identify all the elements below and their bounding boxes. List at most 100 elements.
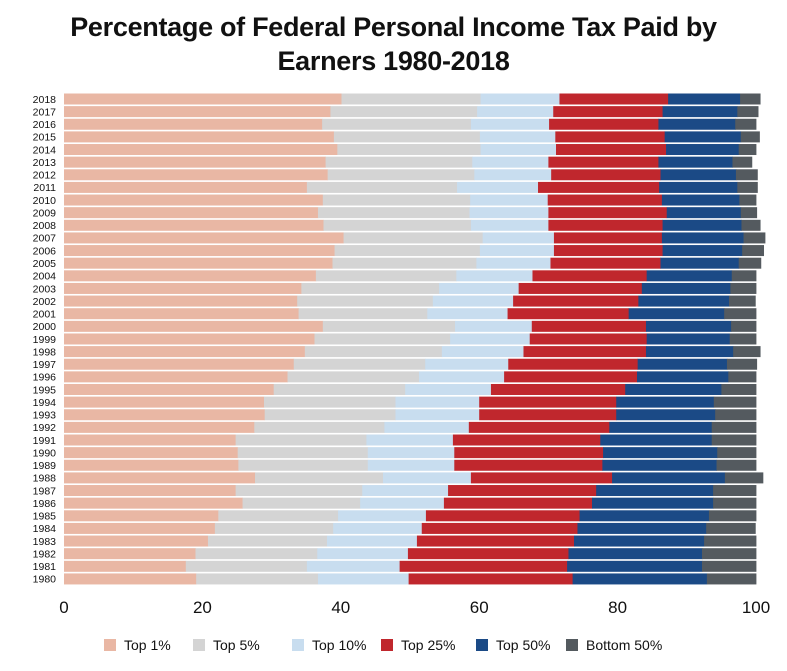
bar-1999-series-1 bbox=[314, 333, 451, 345]
year-label-1996: 1996 bbox=[33, 372, 57, 384]
bar-1995-series-4 bbox=[625, 383, 722, 395]
bar-1983-series-4 bbox=[574, 535, 705, 547]
year-label-2002: 2002 bbox=[33, 296, 57, 308]
bar-2010-series-4 bbox=[661, 194, 740, 206]
bar-2007-series-0 bbox=[64, 232, 344, 244]
bar-2016-series-1 bbox=[322, 118, 472, 130]
bar-1996-series-5 bbox=[728, 371, 757, 383]
year-label-2013: 2013 bbox=[33, 157, 57, 169]
year-label-2010: 2010 bbox=[33, 195, 57, 207]
year-label-2014: 2014 bbox=[33, 144, 57, 156]
year-label-1983: 1983 bbox=[33, 536, 57, 548]
bar-1998-series-4 bbox=[645, 346, 734, 358]
bar-2011-series-0 bbox=[64, 181, 308, 193]
bar-2002-series-4 bbox=[638, 295, 730, 307]
bar-1992-series-5 bbox=[711, 421, 757, 433]
bar-2003-series-3 bbox=[518, 282, 643, 294]
year-label-2004: 2004 bbox=[33, 271, 57, 283]
bar-2006-series-1 bbox=[334, 245, 481, 257]
bar-2008-series-0 bbox=[64, 219, 324, 231]
x-tick-60: 60 bbox=[470, 598, 489, 617]
bar-2002-series-1 bbox=[297, 295, 434, 307]
bar-1985-series-3 bbox=[425, 510, 580, 522]
legend-swatch-2 bbox=[292, 639, 304, 651]
bar-2009-series-4 bbox=[666, 207, 742, 219]
bar-2006-series-0 bbox=[64, 245, 335, 257]
bar-1991-series-2 bbox=[366, 434, 454, 446]
bar-1987-series-1 bbox=[235, 485, 363, 497]
bar-1998-series-5 bbox=[733, 346, 761, 358]
bar-1982-series-3 bbox=[407, 548, 569, 560]
year-label-1985: 1985 bbox=[33, 511, 57, 523]
bar-1980-series-2 bbox=[317, 573, 410, 585]
bar-2010-series-1 bbox=[322, 194, 471, 206]
year-label-2001: 2001 bbox=[33, 309, 57, 321]
legend-label-4: Top 50% bbox=[496, 637, 550, 653]
year-label-2015: 2015 bbox=[33, 132, 57, 144]
bar-2009-series-5 bbox=[740, 207, 758, 219]
bar-2012-series-5 bbox=[735, 169, 758, 181]
bar-1991-series-4 bbox=[600, 434, 713, 446]
legend-swatch-5 bbox=[566, 639, 578, 651]
legend: Top 1% Top 5% Top 10% Top 25% Top 50% Bottom … bbox=[104, 637, 662, 653]
bar-2011-series-2 bbox=[457, 181, 539, 193]
year-labels: 2018201720162015201420132012201120102009… bbox=[33, 94, 57, 586]
bar-2002-series-2 bbox=[432, 295, 514, 307]
legend-item-2: Top 10% bbox=[292, 637, 366, 653]
bar-1986-series-4 bbox=[592, 497, 714, 509]
bar-1981-series-2 bbox=[306, 560, 401, 572]
bar-1992-series-1 bbox=[254, 421, 385, 433]
bar-2013-series-1 bbox=[325, 156, 473, 168]
bar-1996-series-2 bbox=[419, 371, 505, 383]
year-label-1980: 1980 bbox=[33, 574, 57, 586]
x-tick-100: 100 bbox=[742, 598, 770, 617]
bar-2009-series-0 bbox=[64, 207, 319, 219]
year-label-1986: 1986 bbox=[33, 498, 57, 510]
bar-2002-series-5 bbox=[729, 295, 756, 307]
bar-1983-series-3 bbox=[416, 535, 575, 547]
legend-label-2: Top 10% bbox=[312, 637, 366, 653]
bar-2001-series-2 bbox=[427, 308, 508, 320]
bar-1990-series-3 bbox=[454, 447, 604, 459]
bar-1998-series-3 bbox=[523, 346, 647, 358]
bar-1997-series-5 bbox=[726, 358, 758, 370]
bar-2012-series-2 bbox=[474, 169, 552, 181]
bar-2010-series-2 bbox=[470, 194, 549, 206]
bar-1999-series-5 bbox=[729, 333, 757, 345]
bar-2017-series-0 bbox=[64, 106, 331, 118]
legend-label-1: Top 5% bbox=[213, 637, 260, 653]
bar-1989-series-3 bbox=[454, 459, 603, 471]
bar-2004-series-3 bbox=[532, 270, 648, 282]
bar-1998-series-1 bbox=[304, 346, 443, 358]
year-label-1992: 1992 bbox=[33, 422, 57, 434]
bar-1980-series-0 bbox=[64, 573, 197, 585]
bar-1983-series-5 bbox=[704, 535, 757, 547]
year-label-1984: 1984 bbox=[33, 523, 57, 535]
bar-1990-series-1 bbox=[237, 447, 369, 459]
bar-1987-series-3 bbox=[448, 485, 597, 497]
legend-item-4: Top 50% bbox=[476, 637, 550, 653]
bar-2007-series-2 bbox=[482, 232, 555, 244]
bar-2004-series-2 bbox=[456, 270, 533, 282]
x-tick-0: 0 bbox=[59, 598, 68, 617]
legend-swatch-0 bbox=[104, 639, 116, 651]
bar-2018-series-2 bbox=[480, 93, 560, 105]
bar-2007-series-5 bbox=[743, 232, 766, 244]
bar-2010-series-5 bbox=[739, 194, 757, 206]
bar-2002-series-0 bbox=[64, 295, 298, 307]
bar-2009-series-2 bbox=[469, 207, 549, 219]
bar-1993-series-3 bbox=[479, 409, 617, 421]
bar-2007-series-1 bbox=[343, 232, 484, 244]
bar-1980-series-4 bbox=[572, 573, 708, 585]
bar-1993-series-1 bbox=[264, 409, 396, 421]
bar-1989-series-2 bbox=[367, 459, 455, 471]
x-tick-20: 20 bbox=[193, 598, 212, 617]
bar-2013-series-5 bbox=[732, 156, 753, 168]
bar-2017-series-1 bbox=[330, 106, 478, 118]
bar-2004-series-5 bbox=[731, 270, 757, 282]
bar-2018-series-3 bbox=[559, 93, 669, 105]
legend-item-5: Bottom 50% bbox=[566, 637, 662, 653]
bar-1988-series-3 bbox=[470, 472, 613, 484]
bar-2011-series-5 bbox=[737, 181, 758, 193]
